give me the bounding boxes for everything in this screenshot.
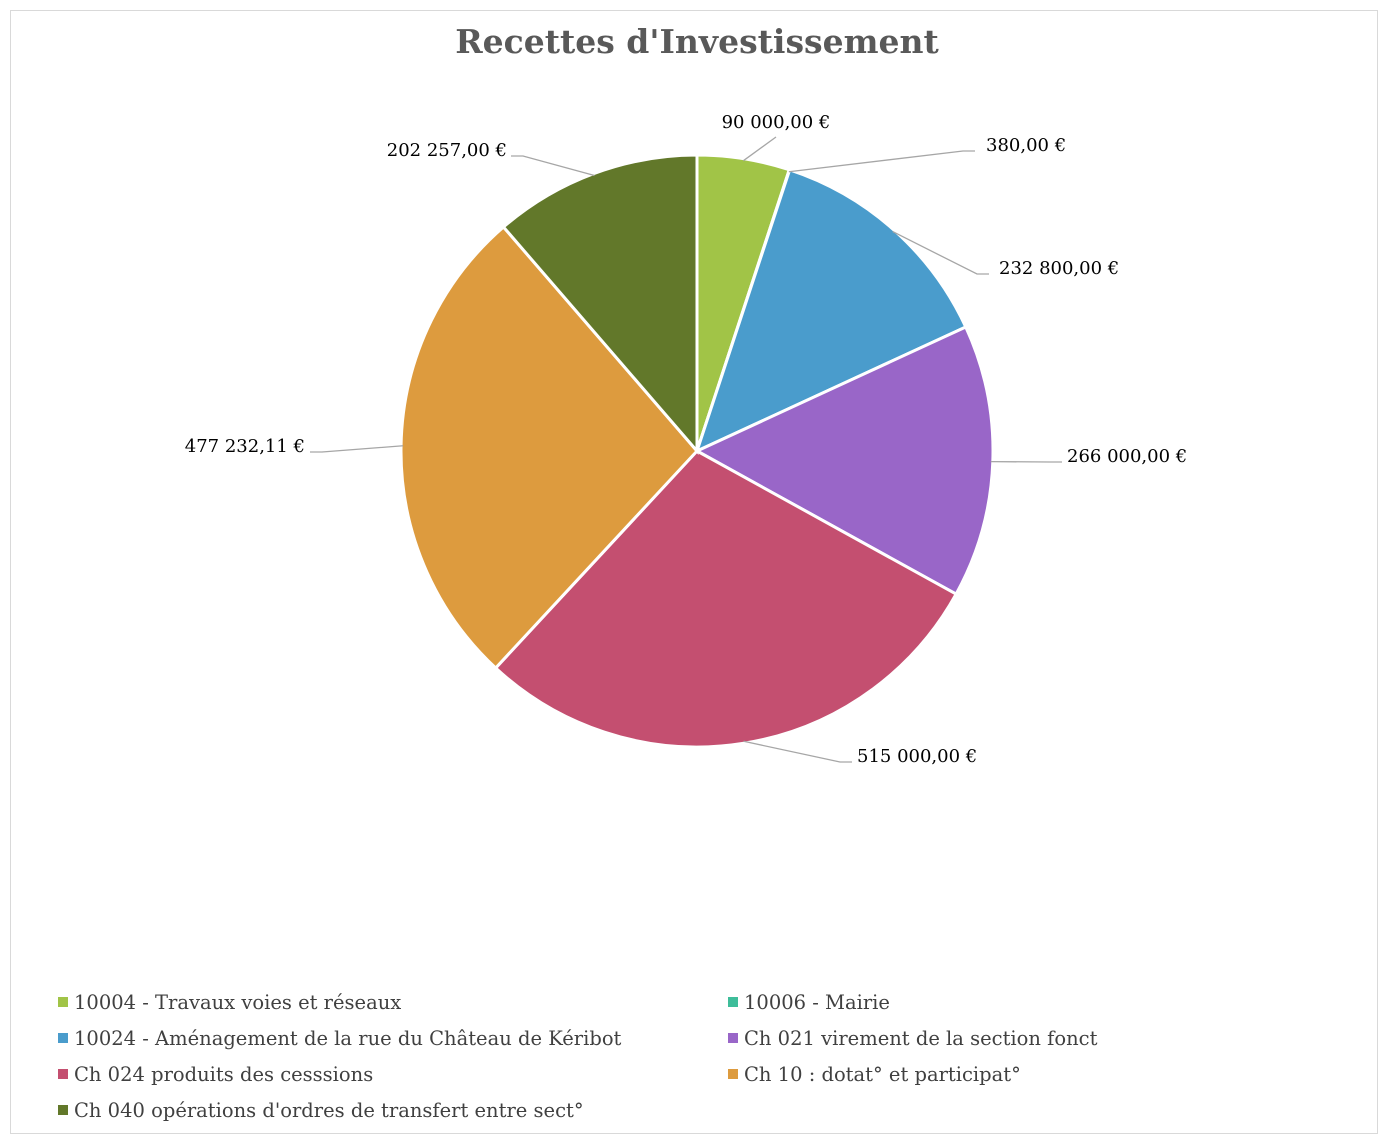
legend-item-3: 10024 - Aménagement de la rue du Château… <box>58 1024 621 1054</box>
legend-label-3: 10024 - Aménagement de la rue du Château… <box>74 1027 622 1050</box>
legend-item-5: Ch 024 produits des cesssions <box>58 1060 373 1090</box>
data-label-3: 232 800,00 € <box>999 258 1119 279</box>
leader-line-1 <box>743 136 777 162</box>
data-label-7: 202 257,00 € <box>387 140 507 161</box>
legend-label-6: Ch 10 : dotat° et participat° <box>744 1063 1021 1086</box>
legend-label-7: Ch 040 opérations d'ordres de transfert … <box>74 1099 584 1122</box>
legend-swatch-2 <box>728 996 738 1007</box>
leader-line-3 <box>892 231 989 275</box>
legend-swatch-7 <box>58 1104 68 1115</box>
legend-swatch-1 <box>58 996 68 1007</box>
legend-item-6: Ch 10 : dotat° et participat° <box>728 1060 1021 1090</box>
leader-line-2 <box>788 150 975 173</box>
chart-frame <box>10 10 1378 1134</box>
data-label-2: 380,00 € <box>986 135 1066 156</box>
legend-swatch-6 <box>728 1068 738 1079</box>
leader-line-6 <box>310 445 404 453</box>
pie-slice-7 <box>501 153 699 456</box>
legend-label-5: Ch 024 produits des cesssions <box>74 1063 374 1086</box>
legend-swatch-5 <box>58 1068 68 1079</box>
legend-swatch-3 <box>58 1032 68 1043</box>
legend-item-2: 10006 - Mairie <box>728 988 890 1018</box>
legend-label-1: 10004 - Travaux voies et réseaux <box>74 991 402 1014</box>
legend-swatch-4 <box>728 1032 738 1043</box>
legend-item-1: 10004 - Travaux voies et réseaux <box>58 988 401 1018</box>
leader-line-7 <box>511 155 595 177</box>
pie-slice-5 <box>493 449 959 749</box>
legend-label-4: Ch 021 virement de la section fonct <box>744 1027 1098 1050</box>
legend-label-2: 10006 - Mairie <box>744 991 890 1014</box>
data-label-6: 477 232,11 € <box>185 436 305 457</box>
legend-item-7: Ch 040 opérations d'ordres de transfert … <box>58 1096 584 1126</box>
pie-slice-3 <box>694 167 968 454</box>
leader-line-5 <box>743 740 852 763</box>
chart-title: Recettes d'Investissement <box>455 22 939 61</box>
data-label-1: 90 000,00 € <box>722 112 831 133</box>
data-label-4: 266 000,00 € <box>1067 446 1187 467</box>
data-label-5: 515 000,00 € <box>857 746 977 767</box>
legend-item-4: Ch 021 virement de la section fonct <box>728 1024 1097 1054</box>
